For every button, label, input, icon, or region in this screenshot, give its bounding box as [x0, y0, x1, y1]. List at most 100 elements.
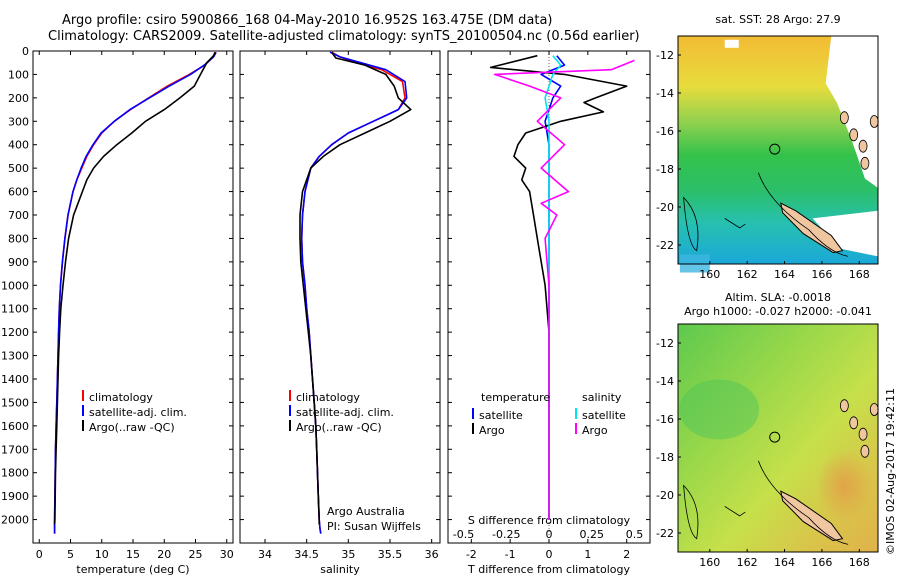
lon-tick-label: 164: [774, 556, 795, 569]
x-tick-label: 34.5: [294, 548, 319, 561]
lat-tick-label: -16: [656, 125, 674, 138]
depth-tick-label: 100: [8, 68, 29, 81]
sla-map-subtitle: Argo h1000: -0.027 h2000: -0.041: [684, 305, 872, 318]
vanuatu-island: [858, 427, 868, 441]
vanuatu-island: [839, 399, 849, 413]
vanuatu-island: [860, 156, 870, 170]
legend-label: satellite-adj. clim.: [89, 406, 187, 419]
x-tick-label: 34: [258, 548, 272, 561]
x-tick-label: 35.5: [378, 548, 403, 561]
lat-tick-label: -22: [656, 239, 674, 252]
x-tick-label: 2: [623, 548, 630, 561]
new-caledonia-island: [780, 202, 844, 254]
lon-tick-label: 164: [774, 268, 795, 281]
depth-tick-label: 600: [8, 186, 29, 199]
depth-tick-label: 900: [8, 256, 29, 269]
vanuatu-island: [860, 444, 870, 458]
sst-map-frame: [677, 35, 879, 265]
depth-tick-label: 1000: [1, 279, 29, 292]
lat-tick-label: -14: [656, 87, 674, 100]
depth-tick-label: 1100: [1, 303, 29, 316]
depth-tick-label: 700: [8, 209, 29, 222]
depth-tick-label: 1600: [1, 420, 29, 433]
legend-label: satellite: [582, 409, 626, 422]
lon-tick-label: 160: [699, 556, 720, 569]
depth-tick-label: 1500: [1, 396, 29, 409]
depth-tick-label: 2000: [1, 514, 29, 527]
x-tick-label: -1: [505, 548, 516, 561]
x-tick-label: 0: [36, 548, 43, 561]
x-tick-label: 15: [126, 548, 140, 561]
depth-tick-label: 800: [8, 232, 29, 245]
s-tick-label: -0.5: [453, 528, 474, 541]
reef-contour: [724, 506, 746, 517]
figure-title-line2: Climatology: CARS2009. Satellite-adjuste…: [48, 29, 640, 44]
x-tick-label: 1: [584, 548, 591, 561]
lat-tick-label: -18: [656, 451, 674, 464]
salinity-frame: [239, 50, 441, 544]
x-tick-label: 10: [95, 548, 109, 561]
note-line-1: Argo Australia: [327, 505, 405, 518]
sla-map-title: Altim. SLA: -0.0018: [725, 291, 831, 304]
cloud-mask: [812, 210, 878, 257]
lat-tick-label: -12: [656, 49, 674, 62]
salinity-panel: 34 34.5 35 35.5 36 salinity climatology satelli…: [239, 50, 441, 576]
series-line-argo-raw-qc-: [53, 51, 217, 525]
depth-tick-label: 500: [8, 162, 29, 175]
lat-tick-label: -16: [656, 413, 674, 426]
cloud-mask: [724, 39, 739, 48]
legend-label: climatology: [296, 391, 360, 404]
s-tick-label: 0: [546, 528, 553, 541]
vanuatu-island: [858, 139, 868, 153]
x-tick-label: 25: [189, 548, 203, 561]
depth-tick-label: 0: [22, 45, 29, 58]
lon-tick-label: 166: [811, 556, 832, 569]
vanuatu-island: [849, 416, 859, 430]
depth-tick-label: 300: [8, 115, 29, 128]
temperature-panel: 0100200300400500600700800900100011001200…: [1, 45, 234, 576]
sla-low-anomaly: [679, 379, 760, 440]
argo-profile-marker: [769, 431, 781, 443]
x-tick-label: 35: [341, 548, 355, 561]
lon-tick-label: 162: [737, 556, 758, 569]
lon-tick-label: 168: [849, 268, 870, 281]
x-tick-label: 5: [67, 548, 74, 561]
argo-profile-marker: [769, 143, 781, 155]
legend-label: Argo: [582, 424, 608, 437]
legend-label: Argo(..raw -QC): [296, 421, 382, 434]
lagoon-contour: [757, 172, 849, 257]
vanuatu-island: [869, 403, 879, 416]
series-line-salinity-argo: [493, 59, 635, 520]
s-tick-label: 0.25: [579, 528, 604, 541]
sla-map-frame: [677, 323, 879, 553]
depth-tick-label: 1900: [1, 490, 29, 503]
lat-tick-label: -12: [656, 337, 674, 350]
depth-tick-label: 1400: [1, 373, 29, 386]
sst-map-panel: sat. SST: 28 Argo: 27.9 -12 -14 -16 -18 -20 -2…: [656, 13, 879, 281]
depth-tick-label: 200: [8, 92, 29, 105]
series-line-climatology: [53, 51, 216, 534]
salinity-xlabel: salinity: [320, 563, 360, 576]
legend-label: satellite: [479, 409, 523, 422]
legend-label: Argo: [479, 424, 505, 437]
reef-contour: [724, 218, 746, 229]
lon-tick-label: 168: [849, 556, 870, 569]
x-tick-label: 20: [157, 548, 171, 561]
series-line-temperature-argo: [489, 54, 628, 520]
temperature-frame: [32, 50, 234, 544]
depth-tick-label: 1300: [1, 350, 29, 363]
lat-tick-label: -18: [656, 163, 674, 176]
x-tick-label: 30: [220, 548, 234, 561]
note-line-2: PI: Susan Wijffels: [327, 520, 421, 533]
vanuatu-island: [869, 115, 879, 128]
chesterfield-reef-contour: [683, 484, 699, 540]
series-line-satellite-adj-clim-: [53, 51, 217, 534]
legend-title-salinity: salinity: [582, 391, 622, 404]
vanuatu-island: [839, 111, 849, 125]
lat-tick-label: -20: [656, 201, 674, 214]
lat-tick-label: -14: [656, 375, 674, 388]
depth-tick-label: 1800: [1, 467, 29, 480]
legend-label: climatology: [89, 391, 153, 404]
s-tick-label: -0.25: [492, 528, 520, 541]
